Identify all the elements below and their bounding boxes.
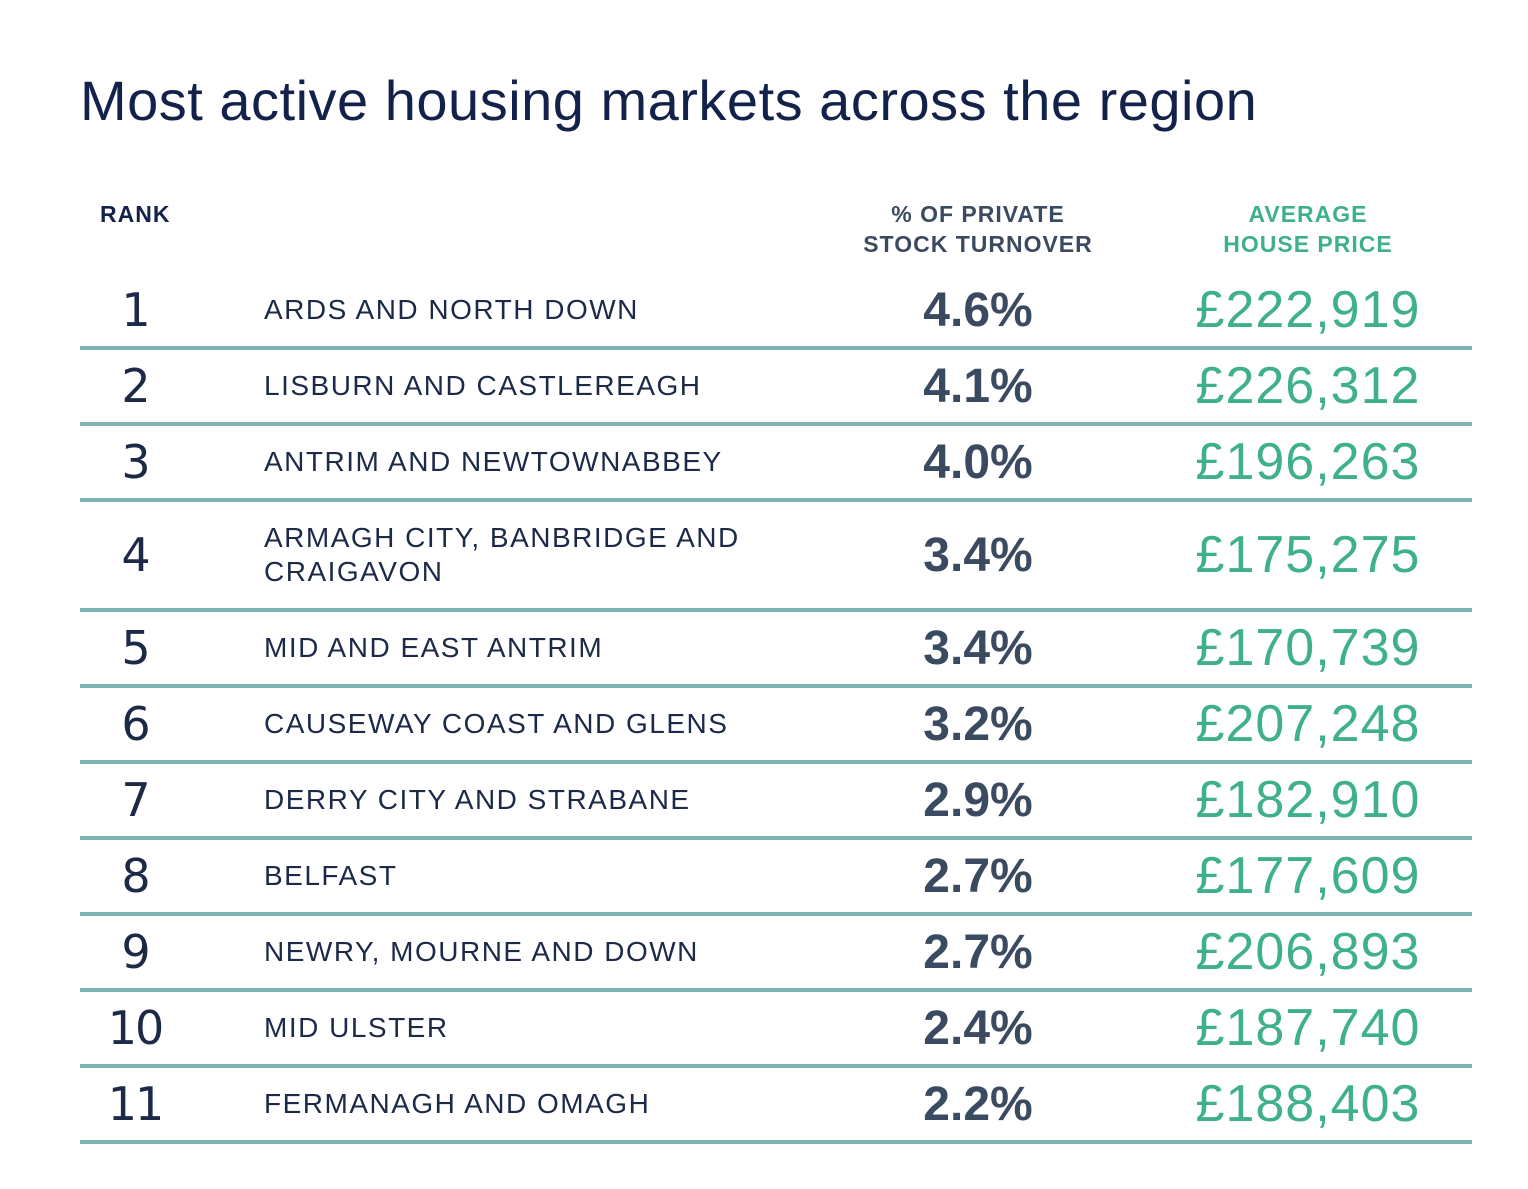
- rank-cell: 9: [121, 925, 150, 979]
- turnover-cell: 3.2%: [923, 697, 1033, 751]
- price-cell: £182,910: [1195, 771, 1421, 829]
- price-cell: £196,263: [1195, 433, 1421, 491]
- price-column-header: AVERAGE HOUSE PRICE: [1158, 199, 1458, 259]
- area-name-cell: FERMANAGH AND OMAGH: [264, 1088, 651, 1119]
- area-name-cell: MID AND EAST ANTRIM: [264, 632, 604, 663]
- turnover-header-line2: STOCK TURNOVER: [863, 231, 1093, 257]
- area-name-cell: CAUSEWAY COAST AND GLENS: [264, 708, 729, 739]
- turnover-cell: 2.7%: [923, 849, 1033, 903]
- area-name-line1: ARMAGH CITY, BANBRIDGE AND: [264, 522, 740, 553]
- price-cell: £175,275: [1195, 526, 1421, 584]
- turnover-cell: 3.4%: [923, 528, 1033, 582]
- area-name-cell: ARDS AND NORTH DOWN: [264, 294, 639, 325]
- page-title: Most active housing markets across the r…: [80, 69, 1258, 132]
- price-cell: £187,740: [1195, 999, 1421, 1057]
- table-row: 4 ARMAGH CITY, BANBRIDGE AND CRAIGAVON 3.4%…: [80, 502, 1472, 612]
- area-name-cell: BELFAST: [264, 860, 398, 891]
- area-name-cell: ANTRIM AND NEWTOWNABBEY: [264, 446, 723, 477]
- price-cell: £206,893: [1195, 923, 1421, 981]
- table-row: 5 MID AND EAST ANTRIM 3.4% £170,739: [80, 612, 1472, 688]
- table-row: 10 MID ULSTER 2.4% £187,740: [80, 992, 1472, 1068]
- turnover-column-header: % OF PRIVATE STOCK TURNOVER: [828, 199, 1128, 259]
- table-row: 6 CAUSEWAY COAST AND GLENS 3.2% £207,248: [80, 688, 1472, 764]
- turnover-cell: 4.6%: [923, 283, 1033, 337]
- table-row: 7 DERRY CITY AND STRABANE 2.9% £182,910: [80, 764, 1472, 840]
- turnover-cell: 3.4%: [923, 621, 1033, 675]
- rank-cell: 8: [121, 849, 150, 903]
- area-name-line2: CRAIGAVON: [264, 556, 444, 587]
- area-name-cell: MID ULSTER: [264, 1012, 449, 1043]
- price-header-line1: AVERAGE: [1248, 201, 1368, 227]
- rank-cell: 11: [107, 1077, 165, 1131]
- turnover-cell: 2.7%: [923, 925, 1033, 979]
- price-cell: £177,609: [1195, 847, 1421, 905]
- rank-cell: 5: [121, 621, 150, 675]
- turnover-cell: 4.0%: [923, 435, 1033, 489]
- turnover-header-line1: % OF PRIVATE: [891, 201, 1065, 227]
- turnover-cell: 2.9%: [923, 773, 1033, 827]
- rank-cell: 1: [121, 283, 150, 337]
- price-cell: £226,312: [1195, 357, 1421, 415]
- rank-cell: 4: [121, 528, 150, 582]
- rank-cell: 2: [121, 359, 150, 413]
- table-row: 11 FERMANAGH AND OMAGH 2.2% £188,403: [80, 1068, 1472, 1144]
- table-row: 9 NEWRY, MOURNE AND DOWN 2.7% £206,893: [80, 916, 1472, 992]
- rank-column-header: RANK: [100, 201, 171, 227]
- rank-cell: 6: [121, 697, 150, 751]
- rankings-table: 1 ARDS AND NORTH DOWN 4.6% £222,919 2 LISBURN…: [80, 274, 1472, 1144]
- rank-cell: 10: [107, 1001, 165, 1055]
- price-header-line2: HOUSE PRICE: [1223, 231, 1393, 257]
- price-cell: £188,403: [1195, 1075, 1421, 1133]
- rank-cell: 3: [121, 435, 150, 489]
- price-cell: £207,248: [1195, 695, 1421, 753]
- area-name-cell: DERRY CITY AND STRABANE: [264, 784, 691, 815]
- area-name-cell: NEWRY, MOURNE AND DOWN: [264, 936, 699, 967]
- turnover-cell: 2.4%: [923, 1001, 1033, 1055]
- table-row: 8 BELFAST 2.7% £177,609: [80, 840, 1472, 916]
- turnover-cell: 2.2%: [923, 1077, 1033, 1131]
- price-cell: £222,919: [1195, 281, 1421, 339]
- turnover-cell: 4.1%: [923, 359, 1033, 413]
- price-cell: £170,739: [1195, 619, 1421, 677]
- area-name-cell: LISBURN AND CASTLEREAGH: [264, 370, 702, 401]
- area-name-cell: ARMAGH CITY, BANBRIDGE AND CRAIGAVON: [264, 502, 804, 608]
- table-row: 2 LISBURN AND CASTLEREAGH 4.1% £226,312: [80, 350, 1472, 426]
- rank-cell: 7: [121, 773, 150, 827]
- table-row: 3 ANTRIM AND NEWTOWNABBEY 4.0% £196,263: [80, 426, 1472, 502]
- table-row: 1 ARDS AND NORTH DOWN 4.6% £222,919: [80, 274, 1472, 350]
